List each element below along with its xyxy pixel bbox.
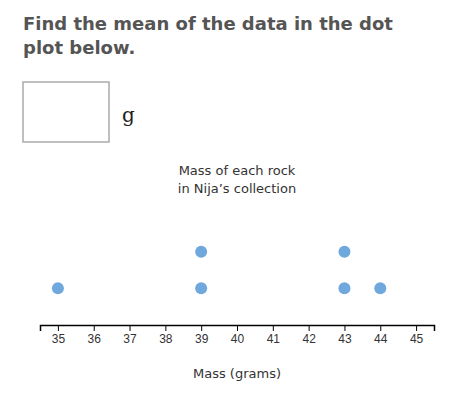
dot bbox=[52, 282, 64, 294]
x-tick: 37 bbox=[123, 325, 137, 346]
x-tick-label: 38 bbox=[159, 332, 173, 346]
x-tick: 36 bbox=[88, 325, 102, 346]
x-tick-label: 35 bbox=[52, 332, 66, 346]
x-tick-mark bbox=[237, 325, 238, 331]
x-tick: 35 bbox=[52, 325, 66, 346]
x-tick: 43 bbox=[338, 325, 352, 346]
text-line: in Nija’s collection bbox=[178, 181, 296, 196]
title: Find the mean of the data in the dot plot… bbox=[23, 13, 393, 58]
x-tick-mark bbox=[273, 325, 274, 331]
x-tick-mark bbox=[130, 325, 131, 331]
x-tick: 39 bbox=[195, 325, 209, 346]
text-line: Find the mean of the data in the dot bbox=[23, 13, 393, 34]
dot bbox=[195, 246, 207, 258]
x-tick: 45 bbox=[410, 325, 424, 346]
x-tick-label: 40 bbox=[231, 332, 245, 346]
dot bbox=[195, 282, 207, 294]
x-tick-mark bbox=[309, 325, 310, 331]
subtitle: Mass of each rock in Nija’s collection bbox=[178, 163, 296, 196]
chart: Find the mean of the data in the dot plot… bbox=[0, 0, 454, 400]
x-tick-mark bbox=[201, 325, 202, 331]
x-tick-label: 36 bbox=[88, 332, 102, 346]
x-tick-mark bbox=[94, 325, 95, 331]
x-tick: 41 bbox=[267, 325, 281, 346]
marks bbox=[52, 246, 386, 295]
x-tick-label: 39 bbox=[195, 332, 209, 346]
x-tick-label: 42 bbox=[302, 332, 316, 346]
x-axis: 35 36 37 38 39 40 41 42 43 44 45 bbox=[41, 325, 435, 346]
dot bbox=[374, 282, 386, 294]
x-tick-mark bbox=[416, 325, 417, 331]
x-tick: 40 bbox=[231, 325, 245, 346]
x-tick: 38 bbox=[159, 325, 173, 346]
x-tick-mark bbox=[380, 325, 381, 331]
dot bbox=[338, 246, 350, 258]
x-tick-label: 43 bbox=[338, 332, 352, 346]
x-tick-label: 37 bbox=[123, 332, 137, 346]
x-tick-label: 41 bbox=[267, 332, 281, 346]
x-axis-label: Mass (grams) bbox=[193, 366, 281, 381]
text-line: Mass of each rock bbox=[179, 163, 296, 178]
x-tick-label: 45 bbox=[410, 332, 424, 346]
text-line: plot below. bbox=[23, 37, 135, 58]
answer-box bbox=[23, 82, 109, 142]
x-tick-label: 44 bbox=[374, 332, 388, 346]
x-tick-mark bbox=[58, 325, 59, 331]
annotation: g bbox=[122, 103, 135, 127]
x-tick: 42 bbox=[302, 325, 316, 346]
x-tick: 44 bbox=[374, 325, 388, 346]
x-tick-mark bbox=[165, 325, 166, 331]
x-axis-line bbox=[41, 326, 435, 332]
x-tick-mark bbox=[344, 325, 345, 331]
dot bbox=[338, 282, 350, 294]
